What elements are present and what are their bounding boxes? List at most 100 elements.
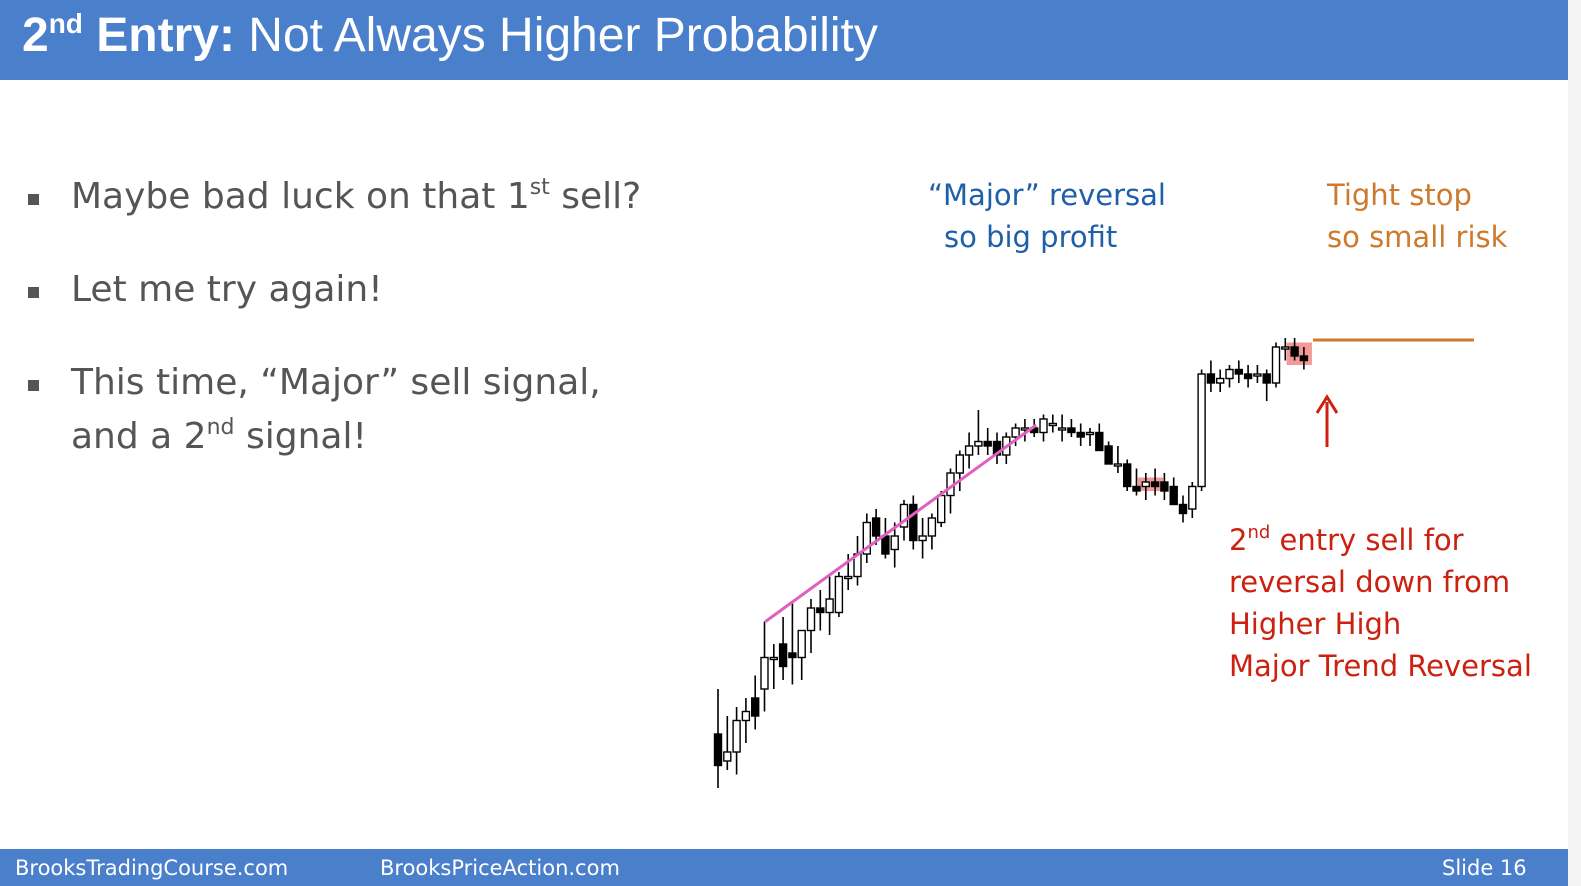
candlestick-bar xyxy=(955,450,964,491)
candlestick-bar xyxy=(890,522,899,568)
second-entry-note: 2nd entry sell for reversal down from Hi… xyxy=(1229,519,1532,687)
slide-number: Slide 16 xyxy=(1442,856,1527,880)
footer-website-center: BrooksPriceAction.com xyxy=(380,856,620,880)
candlestick-bar xyxy=(1169,477,1178,506)
candlestick-bar xyxy=(751,675,760,730)
candlestick-bar xyxy=(862,513,871,563)
candlestick-bar xyxy=(1067,419,1076,437)
candle-body xyxy=(834,575,844,614)
candle-body xyxy=(899,503,909,528)
candle-body xyxy=(955,454,964,474)
candlestick-bar xyxy=(983,428,992,455)
candlestick-bar xyxy=(778,617,788,680)
candle-body xyxy=(909,503,918,542)
arrow-head xyxy=(1315,394,1339,414)
candle-body xyxy=(1206,373,1216,384)
bullet-text: and a 2 xyxy=(71,416,207,457)
candlestick-bar xyxy=(1243,365,1253,388)
signal-highlight xyxy=(1286,342,1312,365)
candle-body xyxy=(1243,373,1253,380)
bullet-text: signal! xyxy=(234,416,367,457)
note-line: Major Trend Reversal xyxy=(1229,649,1532,683)
candle-body xyxy=(1253,373,1262,377)
candlestick-bar xyxy=(741,698,751,743)
candlestick-bar xyxy=(1113,446,1123,473)
candle-body xyxy=(1057,427,1067,431)
candle-body xyxy=(871,517,881,537)
candle-body xyxy=(1122,463,1132,488)
candlestick-bar xyxy=(723,716,732,770)
candle-body xyxy=(732,719,741,753)
bullet-text: Let me try again! xyxy=(71,269,383,310)
bullet-superscript: nd xyxy=(206,415,235,440)
candle-body xyxy=(1271,346,1281,384)
candlestick-bar xyxy=(713,689,723,788)
candlestick-bar xyxy=(732,707,741,775)
bullet-superscript: st xyxy=(529,175,550,200)
price-chart xyxy=(713,338,1474,788)
candlestick-bar xyxy=(1095,423,1104,452)
candle-body xyxy=(890,535,899,551)
footer-bar: BrooksTradingCourse.com BrooksPriceActio… xyxy=(0,849,1568,886)
candlestick-bar xyxy=(1253,365,1262,383)
title-number: 2 xyxy=(22,9,49,62)
signal-highlight xyxy=(1137,477,1164,491)
candlestick-bar xyxy=(1262,369,1271,401)
candlestick-bar xyxy=(1225,365,1234,388)
candlestick-bars xyxy=(713,338,1309,788)
note-line: reversal down from xyxy=(1229,565,1511,599)
candle-body xyxy=(1132,485,1141,492)
candlestick-bar xyxy=(825,576,834,635)
candlestick-bar xyxy=(946,468,955,514)
candle-body xyxy=(825,598,834,614)
candlestick-bar xyxy=(1057,414,1067,442)
candlestick-bar xyxy=(797,629,806,680)
candle-body xyxy=(723,751,732,762)
candlestick-bar xyxy=(806,599,816,653)
candle-body xyxy=(788,652,797,659)
candle-body xyxy=(1011,427,1020,438)
candlestick-bar xyxy=(1206,360,1216,392)
candle-body xyxy=(713,733,723,767)
candlestick-bar xyxy=(881,518,890,559)
title-bold-text: Entry: xyxy=(82,9,235,62)
bullet-marker xyxy=(28,194,39,205)
candlestick-bar xyxy=(1215,369,1225,392)
note-line: so big profit xyxy=(944,220,1118,254)
candle-body xyxy=(862,521,871,555)
candle-body xyxy=(1188,485,1197,510)
candle-body xyxy=(1215,377,1225,384)
candlestick-bar xyxy=(1085,428,1095,446)
candle-body xyxy=(1039,418,1048,434)
arrow-up-icon xyxy=(1315,394,1339,447)
major-reversal-note: “Major” reversal so big profit xyxy=(928,174,1166,258)
candle-body xyxy=(1067,427,1076,434)
candle-body xyxy=(1160,481,1169,492)
candlestick-bar xyxy=(871,509,881,545)
note-line: 2nd entry sell for xyxy=(1229,519,1532,561)
candlestick-bar xyxy=(769,644,778,689)
candlestick-bar xyxy=(1076,423,1085,446)
candlestick-bar xyxy=(816,590,825,631)
candlestick-bar xyxy=(1281,338,1290,361)
title-superscript: nd xyxy=(48,8,83,39)
tight-stop-note: Tight stop so small risk xyxy=(1327,174,1507,258)
candle-body xyxy=(983,440,992,447)
candle-body xyxy=(778,643,788,668)
candlestick-bar xyxy=(1104,441,1113,465)
note-text: entry sell for xyxy=(1270,523,1464,557)
candlestick-bar xyxy=(1160,473,1169,500)
candle-body xyxy=(1299,355,1309,362)
candlestick-bar xyxy=(1122,459,1132,491)
candlestick-bar xyxy=(1132,468,1141,496)
candlestick-bar xyxy=(1039,414,1048,442)
candle-body xyxy=(797,629,806,659)
bullet-item: This time, “Major” sell signal, and a 2n… xyxy=(25,356,685,464)
candle-body xyxy=(769,656,778,661)
candlestick-bar xyxy=(1271,342,1281,388)
candle-body xyxy=(1262,373,1271,384)
candlestick-bar xyxy=(1197,369,1206,491)
bullet-text: sell? xyxy=(549,176,642,217)
candle-body xyxy=(1085,431,1095,436)
bullet-text: This time, “Major” sell signal, xyxy=(71,362,601,403)
